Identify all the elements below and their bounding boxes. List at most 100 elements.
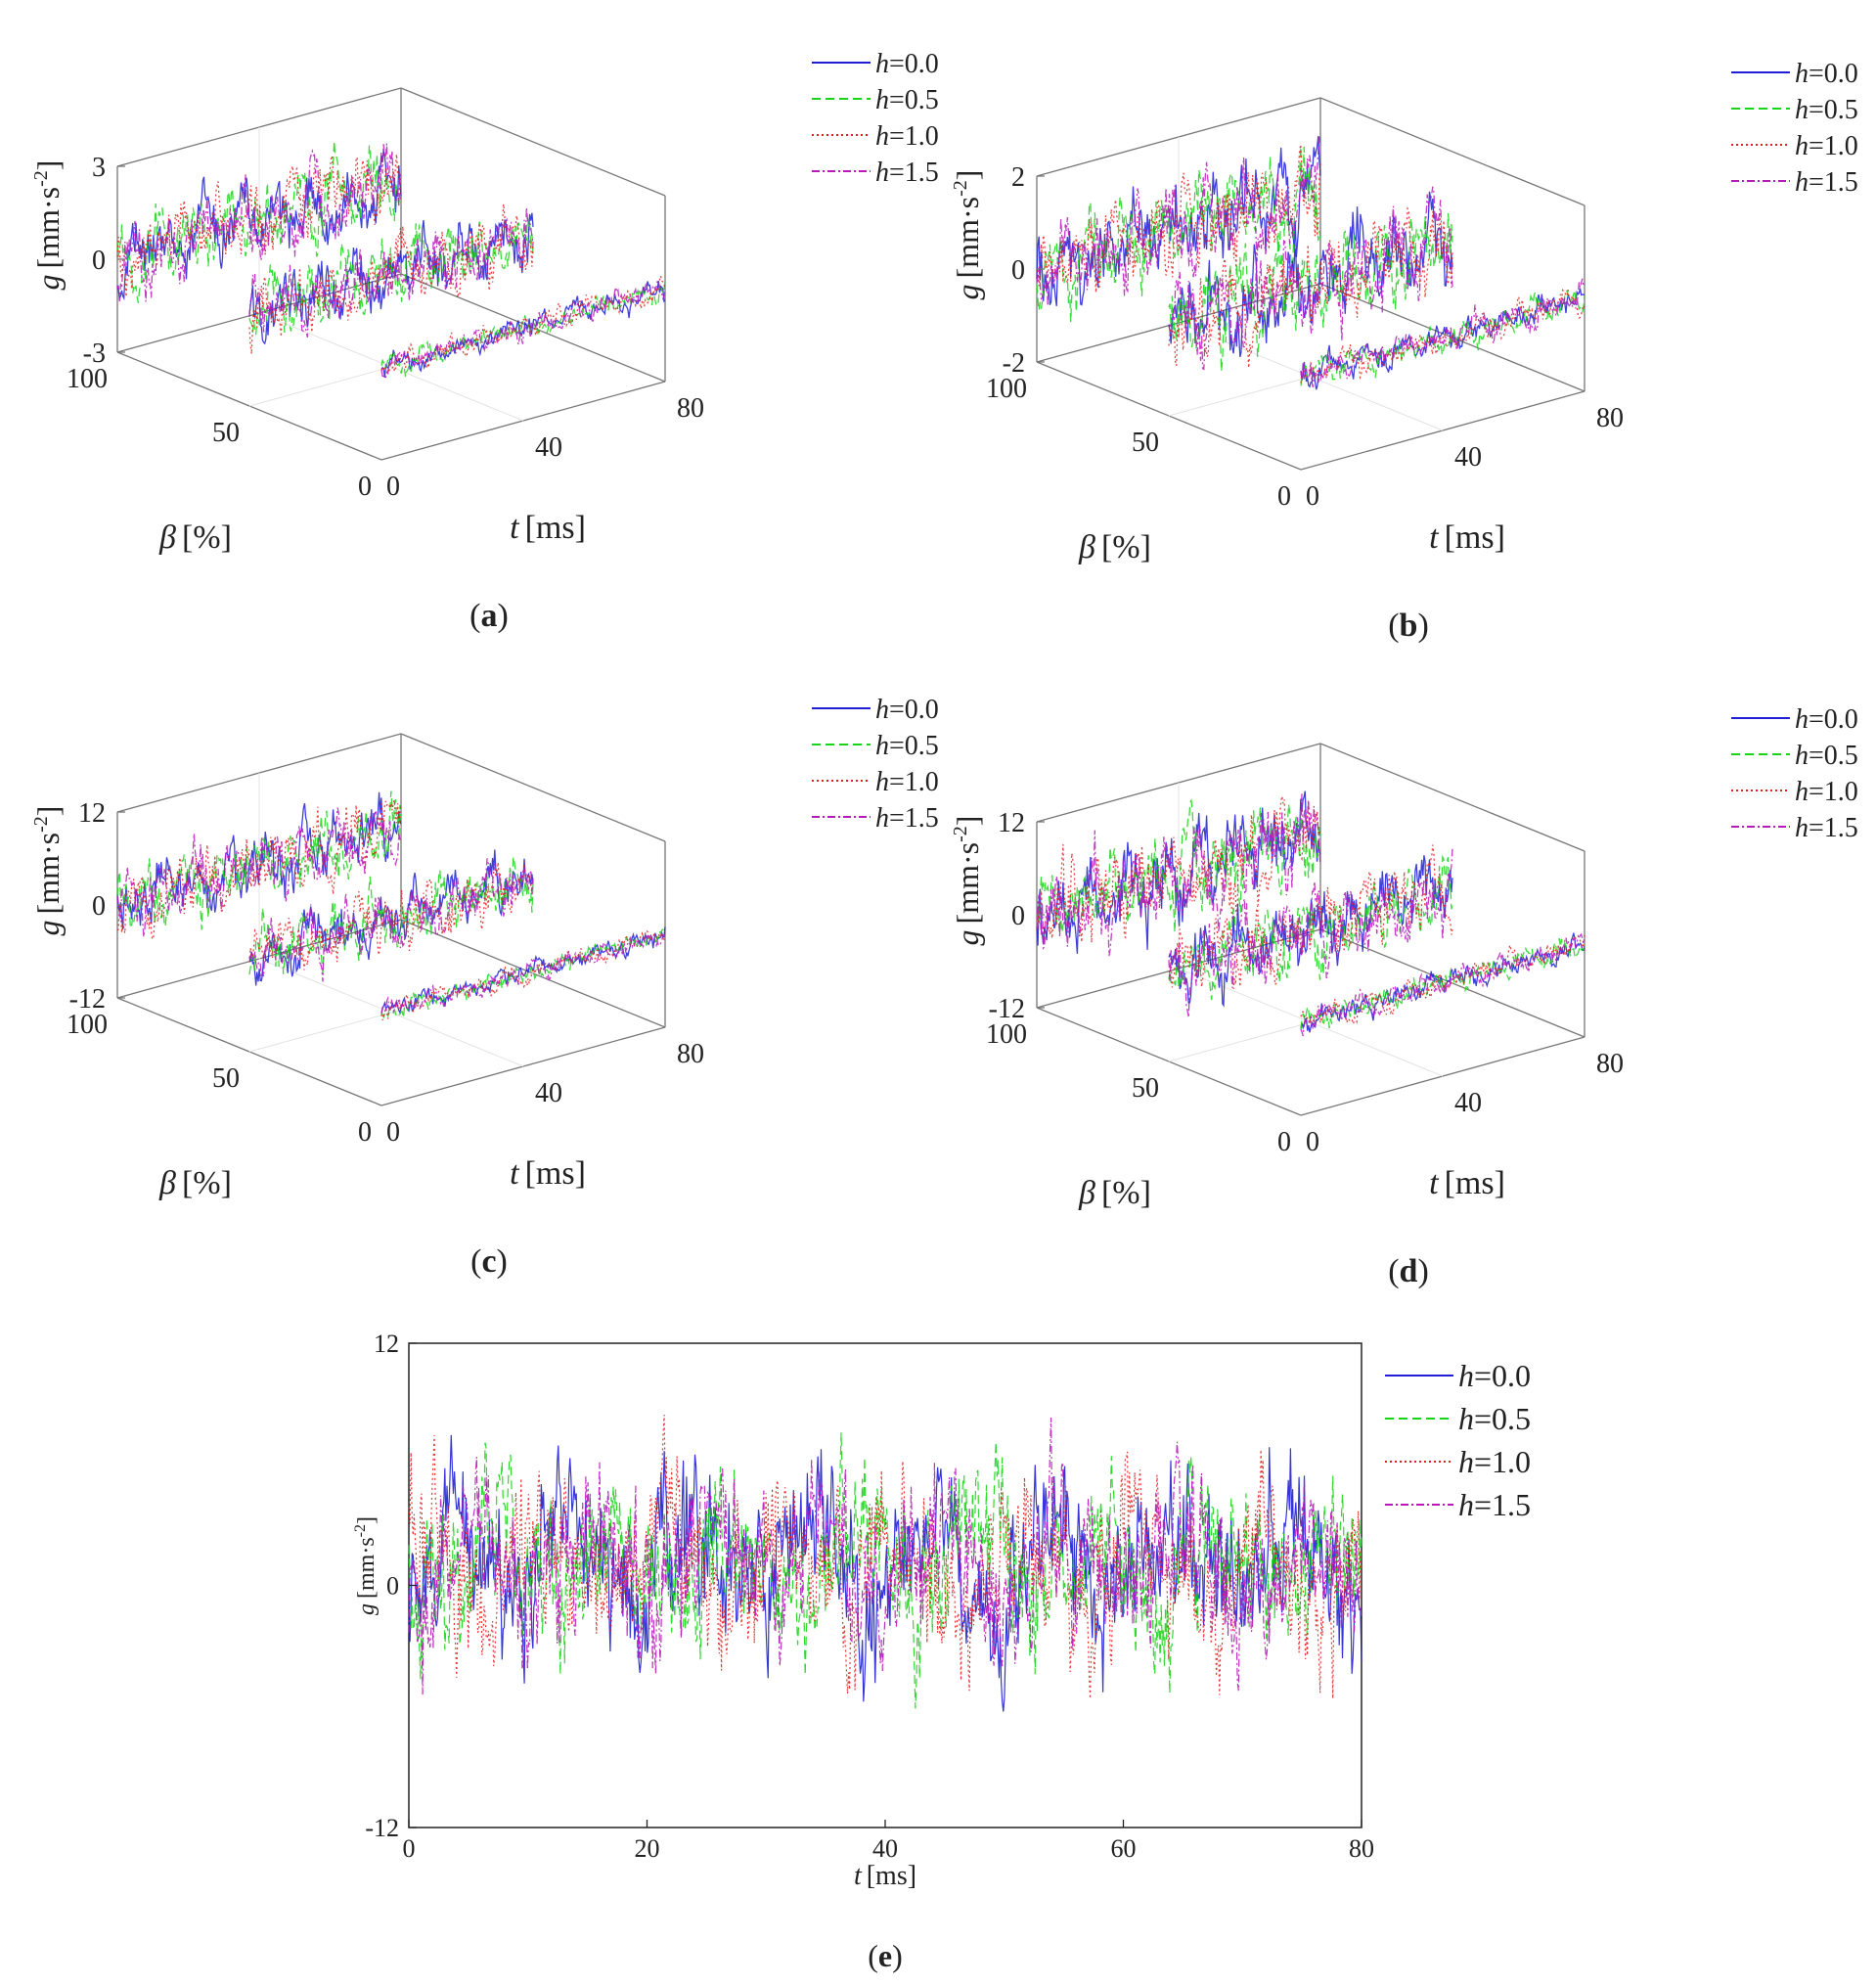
c-box-right-top <box>400 733 666 842</box>
e-y-title-var: g <box>354 1603 380 1615</box>
b-t-title-var: t <box>1429 519 1440 556</box>
a-legend-var-1: h <box>875 85 889 115</box>
a-t-title-unit: [ms] <box>525 510 586 546</box>
c-z-title-close: ] <box>30 806 66 817</box>
b-beta-tick-label-0: 100 <box>986 374 1027 404</box>
e-y-title-unit: [mm·s <box>354 1537 380 1599</box>
c-slice-beta-0 <box>380 926 666 1020</box>
b-legend-value-1: =0.5 <box>1809 95 1858 125</box>
b-series-2-beta-50 <box>1168 206 1453 369</box>
a-panel-label-open: ( <box>469 598 480 634</box>
d-t-tick-label-1: 40 <box>1454 1088 1482 1118</box>
a-legend-entry-1: h=0.5 <box>875 85 939 115</box>
c-beta-tick-label-2: 0 <box>358 1117 372 1148</box>
c-series-3-beta-100 <box>116 807 402 937</box>
b-z-axis-title: g [mm·s-2] <box>950 170 985 300</box>
d-series-1-beta-0 <box>1300 938 1586 1030</box>
e-x-tick-label-1: 20 <box>635 1834 660 1863</box>
d-slice-beta-0 <box>1300 932 1586 1037</box>
c-beta-axis-title: β [%] <box>158 1165 232 1201</box>
d-z-tick-label-0: 12 <box>998 808 1025 838</box>
b-legend-value-0: =0.0 <box>1809 59 1858 89</box>
b-grid-wall-z <box>1036 190 1321 270</box>
b-legend-var-2: h <box>1795 131 1809 161</box>
b-panel-label-letter: b <box>1400 608 1418 644</box>
c-series-1-beta-0 <box>380 928 666 1019</box>
c-legend-value-1: =0.5 <box>889 731 939 761</box>
b-legend-entry-2: h=1.0 <box>1795 131 1858 161</box>
a-box-right-top <box>400 87 666 197</box>
e-legend-entry-0: h=0.0 <box>1458 1358 1531 1393</box>
a-beta-tick-label-1: 50 <box>212 418 240 448</box>
c-slice-beta-100 <box>116 790 402 942</box>
d-z-title-var: g <box>950 929 985 945</box>
a-t-tick-label-2: 80 <box>677 393 704 424</box>
c-slice-beta-50 <box>248 849 534 986</box>
d-series-2-beta-100 <box>1036 795 1321 943</box>
a-series-3-beta-50 <box>248 207 534 338</box>
c-legend-var-2: h <box>875 767 889 797</box>
b-series-3-beta-100 <box>1036 136 1321 306</box>
b-beta-title-unit: [%] <box>1101 529 1151 565</box>
e-panel-label-letter: e <box>878 1938 892 1973</box>
e-x-tick-label-0: 0 <box>403 1834 416 1863</box>
c-panel-label-open: ( <box>470 1243 481 1280</box>
e-legend-var-3: h <box>1458 1487 1474 1522</box>
d-series-3-beta-50 <box>1168 848 1453 1018</box>
d-beta-title-unit: [%] <box>1101 1175 1151 1211</box>
c-series-2-beta-50 <box>248 861 534 970</box>
b-z-title-close: ] <box>950 170 985 181</box>
e-x-tick-label-2: 40 <box>872 1834 898 1863</box>
a-t-axis-title: t [ms] <box>510 510 586 546</box>
d-grid-floor-beta <box>1168 982 1453 1062</box>
b-t-tick-label-0: 0 <box>1306 481 1319 512</box>
e-panel-label: (e) <box>868 1938 903 1973</box>
e-panel-label-open: ( <box>868 1938 878 1973</box>
e-legend-value-1: =0.5 <box>1474 1401 1531 1436</box>
c-t-tick-label-1: 40 <box>535 1078 562 1108</box>
a-series-1-beta-0 <box>380 281 666 378</box>
a-z-title-exp: -2 <box>30 170 52 187</box>
c-z-title-var: g <box>30 920 66 935</box>
b-grid-floor-beta <box>1168 337 1453 417</box>
d-legend-var-1: h <box>1795 741 1809 771</box>
d-z-title-exp: -2 <box>950 826 971 842</box>
e-series-3 <box>408 1417 1362 1695</box>
e-legend-var-1: h <box>1458 1401 1474 1436</box>
d-legend-entry-1: h=0.5 <box>1795 741 1858 771</box>
d-t-title-var: t <box>1429 1165 1440 1201</box>
e-x-title-unit: [ms] <box>867 1861 916 1891</box>
c-z-tick-label-0: 12 <box>78 798 106 829</box>
b-legend-value-2: =1.0 <box>1809 131 1858 161</box>
a-slice-beta-100 <box>116 141 402 303</box>
e-y-title-close: ] <box>354 1516 380 1524</box>
b-series-2-beta-100 <box>1036 144 1321 293</box>
b-panel-label-open: ( <box>1388 608 1399 644</box>
d-legend-value-2: =1.0 <box>1809 777 1858 807</box>
a-panel-label: (a) <box>469 598 509 634</box>
a-t-tick-label-1: 40 <box>535 432 562 463</box>
c-z-axis-title: g [mm·s-2] <box>30 806 66 936</box>
c-panel-label-letter: c <box>481 1243 496 1280</box>
a-legend-var-0: h <box>875 49 889 79</box>
c-t-axis-title: t [ms] <box>510 1155 586 1192</box>
b-z-tick-label-0: 2 <box>1011 162 1025 193</box>
d-t-axis-title: t [ms] <box>1429 1165 1505 1201</box>
e-legend-entry-1: h=0.5 <box>1458 1401 1531 1436</box>
a-series-2-beta-0 <box>380 275 666 375</box>
b-t-tick-label-2: 80 <box>1596 403 1624 433</box>
d-beta-tick-label-1: 50 <box>1132 1073 1159 1104</box>
d-z-tick-label-2: -12 <box>989 994 1025 1024</box>
d-legend-entry-2: h=1.0 <box>1795 777 1858 807</box>
e-panel-label-close: ) <box>892 1938 903 1973</box>
d-legend-var-3: h <box>1795 813 1809 843</box>
a-legend-value-2: =1.0 <box>889 121 939 152</box>
d-series-2-beta-50 <box>1169 844 1453 989</box>
e-y-title-exp: -2 <box>352 1524 369 1537</box>
c-z-tick-label-1: 0 <box>92 891 106 922</box>
b-legend-value-3: =1.5 <box>1809 167 1858 198</box>
b-slice-beta-100 <box>1036 136 1321 323</box>
